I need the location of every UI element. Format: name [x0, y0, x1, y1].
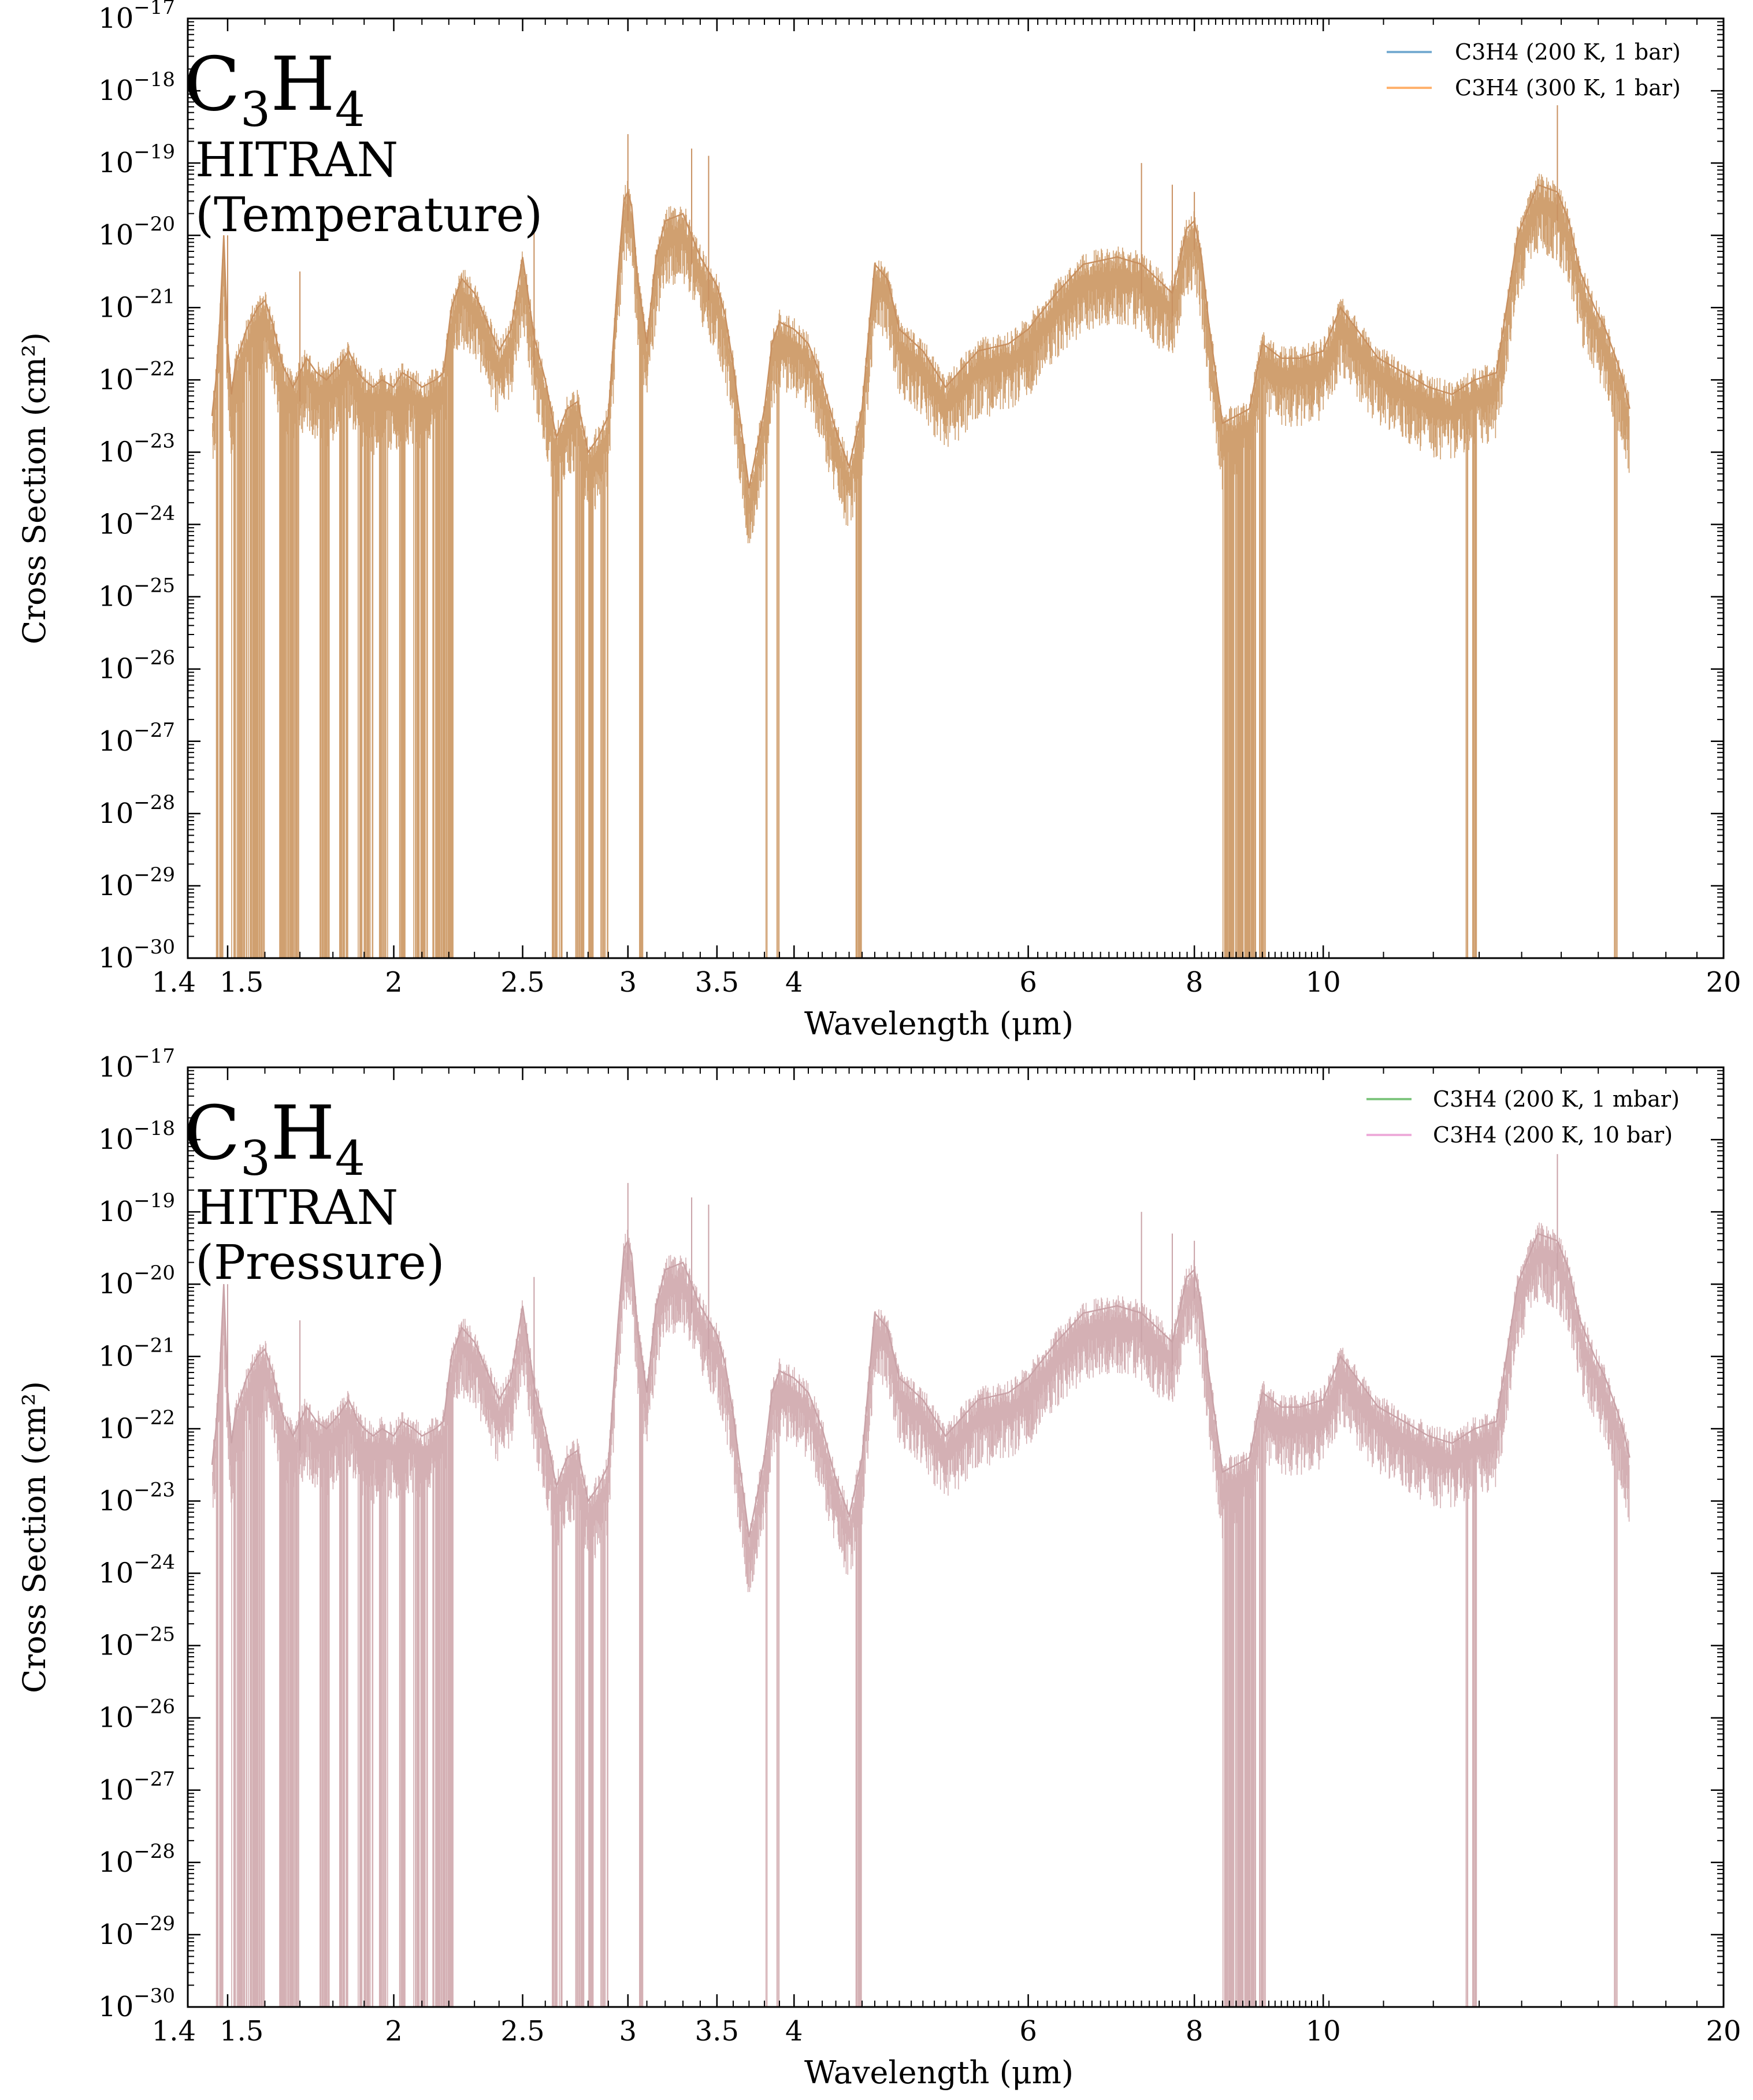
- x-tick-label: 2: [385, 966, 403, 999]
- x-tick-label: 20: [1706, 2015, 1741, 2047]
- spectrum-lines: [212, 1222, 1630, 2007]
- spectrum-envelope: [211, 184, 1631, 489]
- x-tick-label: 6: [1019, 2015, 1037, 2047]
- spectrum-lines: [212, 173, 1630, 958]
- x-tick-label: 3.5: [695, 966, 739, 999]
- source-label-pressure: HITRAN: [195, 1181, 398, 1235]
- plot-frame-temperature: [187, 17, 1725, 959]
- x-tick-label: 10: [1306, 966, 1341, 999]
- source-label-temperature: HITRAN: [195, 133, 398, 188]
- y-tick-label: 10−20: [98, 213, 175, 251]
- legend-temperature: C3H4 (200 K, 1 bar) C3H4 (300 K, 1 bar): [1387, 39, 1681, 101]
- legend-label-1mbar: C3H4 (200 K, 1 mbar): [1433, 1086, 1680, 1112]
- x-axis-label-pressure: Wavelength (μm): [804, 2054, 1074, 2091]
- x-tick-label: 3.5: [695, 2015, 739, 2047]
- x-tick-label: 6: [1019, 966, 1037, 999]
- x-tick-label: 2.5: [500, 2015, 544, 2047]
- legend-label-200k: C3H4 (200 K, 1 bar): [1455, 39, 1681, 65]
- x-tick-label: 3: [619, 966, 637, 999]
- x-tick-label: 8: [1186, 966, 1204, 999]
- x-tick-label: 1.5: [220, 2015, 263, 2047]
- y-axis-label-pressure: Cross Section (cm²): [16, 1381, 53, 1693]
- spectrum-temperature: [211, 105, 1631, 958]
- type-label-temperature: (Temperature): [195, 188, 543, 243]
- plot-frame-pressure: [187, 1066, 1725, 2008]
- spectrum-pressure: [211, 1154, 1631, 2007]
- x-tick-label: 10: [1306, 2015, 1341, 2047]
- legend-pressure: C3H4 (200 K, 1 mbar) C3H4 (200 K, 10 bar…: [1366, 1086, 1680, 1148]
- type-label-pressure: (Pressure): [195, 1235, 445, 1290]
- molecule-label-pressure: C3H4: [184, 1090, 365, 1186]
- legend-label-10bar: C3H4 (200 K, 10 bar): [1433, 1122, 1673, 1148]
- x-tick-label: 1.4: [152, 2015, 196, 2047]
- x-tick-label: 1.4: [152, 966, 196, 999]
- y-axis-label-temperature: Cross Section (cm²): [16, 332, 53, 644]
- spectrum-envelope: [211, 1233, 1631, 1538]
- x-tick-label: 2.5: [500, 966, 544, 999]
- x-tick-label: 20: [1706, 966, 1741, 999]
- x-tick-label: 8: [1186, 2015, 1204, 2047]
- molecule-label-temperature: C3H4: [184, 42, 365, 138]
- x-tick-label: 4: [785, 966, 803, 999]
- x-tick-label: 3: [619, 2015, 637, 2047]
- x-tick-label: 1.5: [220, 966, 263, 999]
- x-tick-label: 4: [785, 2015, 803, 2047]
- legend-label-300k: C3H4 (300 K, 1 bar): [1455, 75, 1681, 101]
- x-tick-label: 2: [385, 2015, 403, 2047]
- x-axis-label-temperature: Wavelength (μm): [804, 1006, 1074, 1042]
